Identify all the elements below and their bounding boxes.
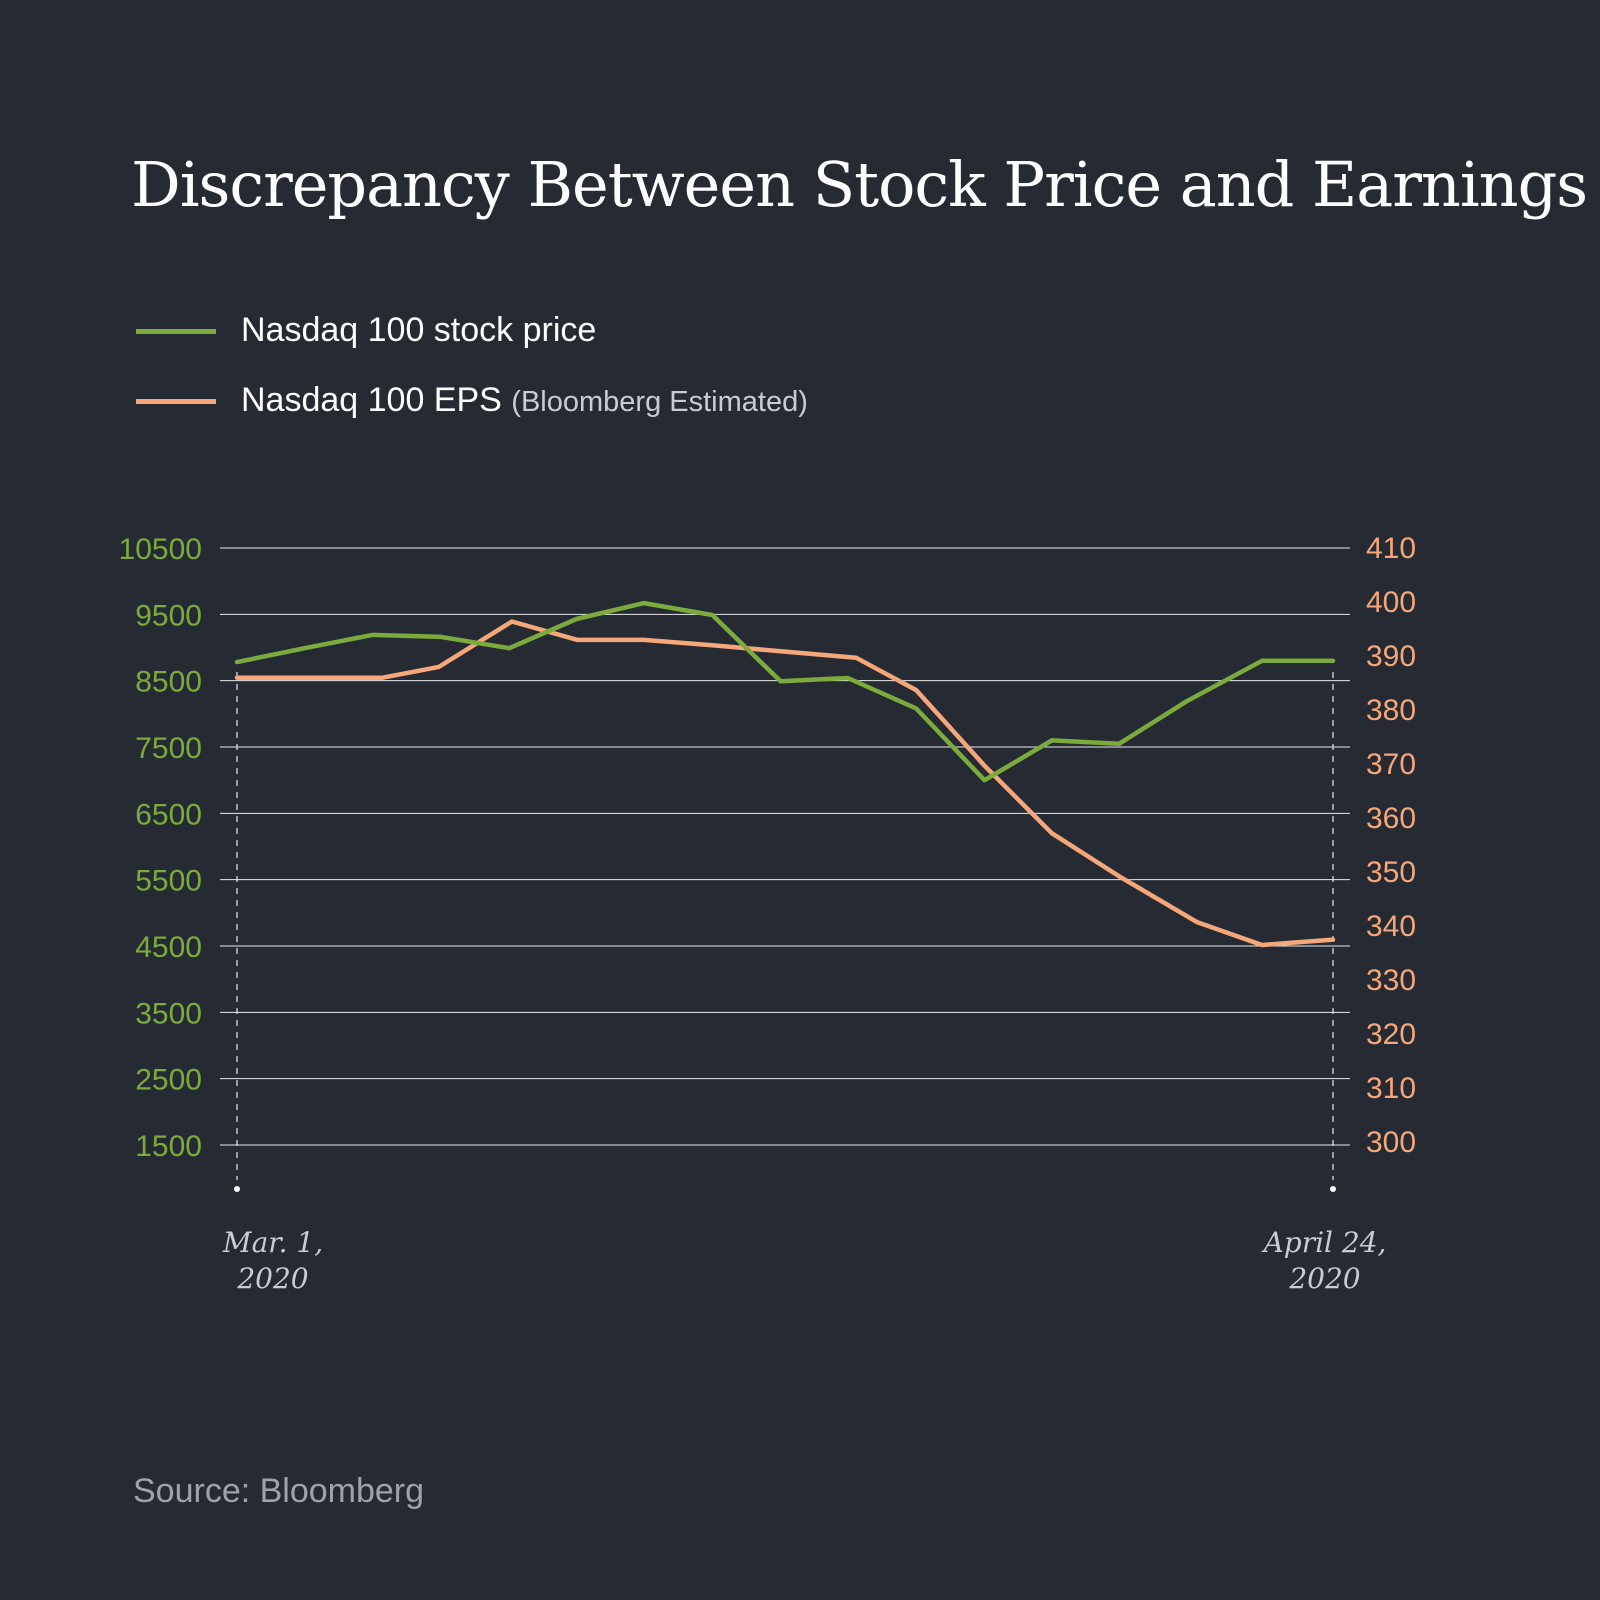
x-end-label: April 24, 2020 [1261, 1226, 1387, 1295]
legend-label-eps: Nasdaq 100 EPS (Bloomberg Estimated) [241, 381, 808, 420]
x-end-label-line: April 24, [1261, 1226, 1387, 1259]
y-left-tick-label: 5500 [135, 865, 202, 898]
series-line-price [234, 600, 1336, 783]
y-right-tick-label: 320 [1366, 1018, 1416, 1051]
y-right-tick-label: 390 [1366, 640, 1416, 673]
y-right-tick-label: 300 [1366, 1126, 1416, 1159]
y-left-tick-label: 6500 [135, 798, 202, 831]
y-left-tick-label: 2500 [135, 1064, 202, 1097]
y-left-tick-label: 8500 [135, 666, 202, 699]
y-right-tick-label: 380 [1366, 694, 1416, 727]
y-right-tick-label: 360 [1366, 802, 1416, 835]
chart-title: Discrepancy Between Stock Price and Earn… [131, 148, 1588, 221]
y-right-tick-label: 330 [1366, 964, 1416, 997]
x-end-label-line: 2020 [1288, 1262, 1360, 1295]
y-left-tick-label: 4500 [135, 931, 202, 964]
y-left-tick-label: 3500 [135, 997, 202, 1030]
legend-eps-note: (Bloomberg Estimated) [511, 386, 808, 418]
x-start-label-line: Mar. 1, [222, 1226, 323, 1259]
end-date-dot [1330, 1186, 1336, 1192]
start-date-dot [234, 1186, 240, 1192]
y-right-tick-label: 310 [1366, 1072, 1416, 1105]
series-line-eps [234, 619, 1336, 948]
y-right-tick-label: 410 [1366, 532, 1416, 565]
y-left-tick-label: 10500 [119, 533, 202, 566]
legend-label-price: Nasdaq 100 stock price [241, 311, 597, 349]
y-right-tick-label: 370 [1366, 748, 1416, 781]
legend-swatch-eps [136, 399, 216, 404]
legend-swatch-price [136, 329, 216, 334]
y-left-tick-label: 7500 [135, 732, 202, 765]
y-left-tick-label: 1500 [135, 1130, 202, 1163]
source-note: Source: Bloomberg [133, 1472, 425, 1510]
x-start-label: Mar. 1, 2020 [222, 1226, 323, 1295]
x-start-label-line: 2020 [236, 1262, 308, 1295]
y-right-tick-label: 340 [1366, 910, 1416, 943]
y-left-tick-label: 9500 [135, 599, 202, 632]
legend-eps-name: Nasdaq 100 EPS [241, 381, 502, 419]
y-right-tick-label: 350 [1366, 856, 1416, 889]
y-right-tick-label: 400 [1366, 586, 1416, 619]
